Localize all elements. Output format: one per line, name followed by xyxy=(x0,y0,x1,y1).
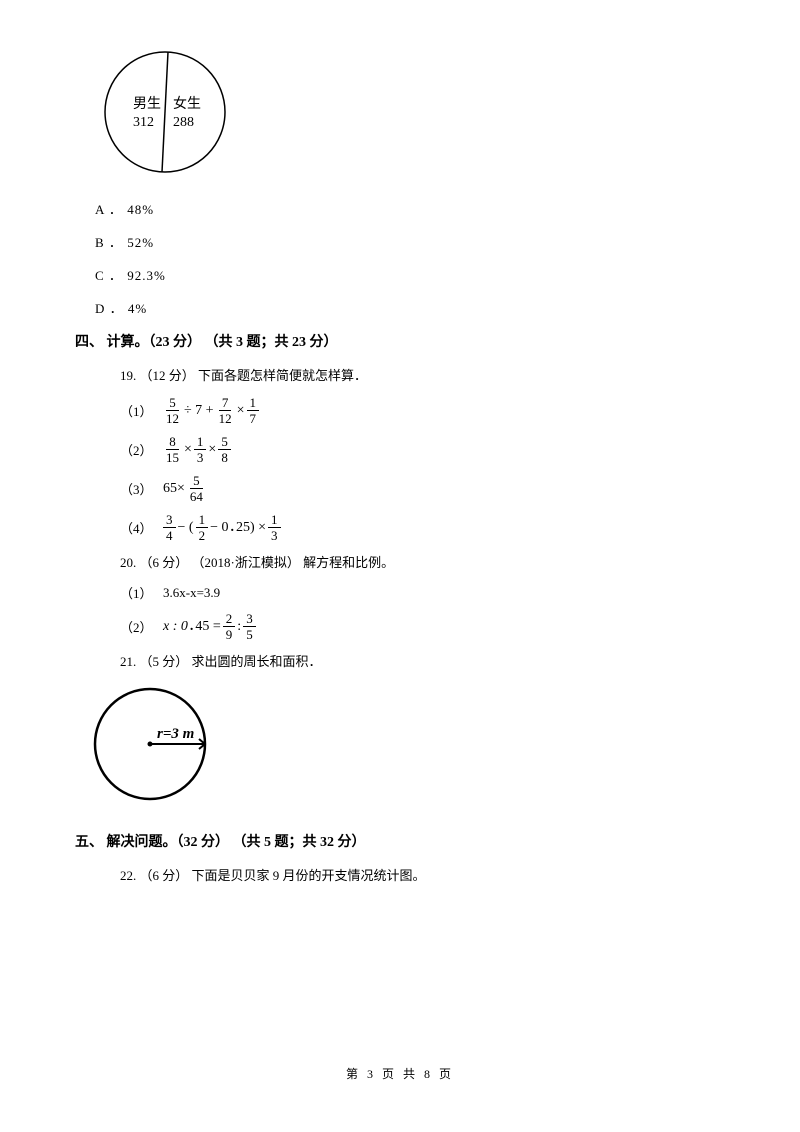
pie-left-value: 312 xyxy=(133,115,154,130)
option-letter: A xyxy=(95,202,105,217)
q20-part-1: （1） 3.6x-x=3.9 xyxy=(120,583,725,602)
formula-1: 512 ÷ 7 + 712 × 17 xyxy=(163,396,259,425)
q19-part-3: （3） 65× 564 xyxy=(120,474,725,503)
pie-chart-gender: 男生 312 女生 288 xyxy=(95,50,725,184)
q19-part-1: （1） 512 ÷ 7 + 712 × 17 xyxy=(120,396,725,425)
part-label: （2） xyxy=(120,440,155,459)
pie-right-value: 288 xyxy=(173,115,194,130)
radius-label: r=3 m xyxy=(157,726,194,742)
option-value: 92.3% xyxy=(127,268,166,283)
option-b: B ． 52% xyxy=(95,232,725,251)
option-c: C ． 92.3% xyxy=(95,265,725,284)
part-label: （4） xyxy=(120,518,155,537)
part-label: （2） xyxy=(120,617,155,636)
question-19: 19. （12 分） 下面各题怎样简便就怎样算． xyxy=(120,365,725,384)
q19-part-2: （2） 815 × 13 × 58 xyxy=(120,435,725,464)
formula-2: 815 × 13 × 58 xyxy=(163,435,231,464)
part-label: （3） xyxy=(120,479,155,498)
question-21: 21. （5 分） 求出圆的周长和面积． xyxy=(120,651,725,670)
formula-3: 65× 564 xyxy=(163,474,206,503)
option-letter: B xyxy=(95,235,105,250)
q20-1-text: 3.6x-x=3.9 xyxy=(163,585,220,601)
question-22: 22. （6 分） 下面是贝贝家 9 月份的开支情况统计图。 xyxy=(120,865,725,884)
option-letter: D xyxy=(95,301,105,316)
circle-diagram: r=3 m xyxy=(85,682,725,811)
q19-part-4: （4） 34 − ( 12 − 0.25) × 13 xyxy=(120,513,725,542)
formula-ratio: x : 0.45 = 29 : 35 xyxy=(163,612,256,641)
question-20: 20. （6 分） （2018·浙江模拟） 解方程和比例。 xyxy=(120,552,725,571)
option-value: 52% xyxy=(127,235,154,250)
option-letter: C xyxy=(95,268,105,283)
section-4-header: 四、 计算。（23 分） （共 3 题；共 23 分） xyxy=(75,331,725,351)
section-5-header: 五、 解决问题。（32 分） （共 5 题；共 32 分） xyxy=(75,831,725,851)
page-footer: 第 3 页 共 8 页 xyxy=(0,1065,800,1082)
part-label: （1） xyxy=(120,401,155,420)
pie-right-label: 女生 xyxy=(173,95,201,112)
option-value: 48% xyxy=(127,202,154,217)
part-label: （1） xyxy=(120,583,155,602)
q20-part-2: （2） x : 0.45 = 29 : 35 xyxy=(120,612,725,641)
option-a: A ． 48% xyxy=(95,199,725,218)
option-value: 4% xyxy=(128,301,147,316)
pie-chart-svg: 男生 312 女生 288 xyxy=(95,50,235,180)
option-d: D ． 4% xyxy=(95,298,725,317)
circle-svg: r=3 m xyxy=(85,682,225,807)
formula-4: 34 − ( 12 − 0.25) × 13 xyxy=(163,513,281,542)
pie-left-label: 男生 xyxy=(133,96,161,112)
